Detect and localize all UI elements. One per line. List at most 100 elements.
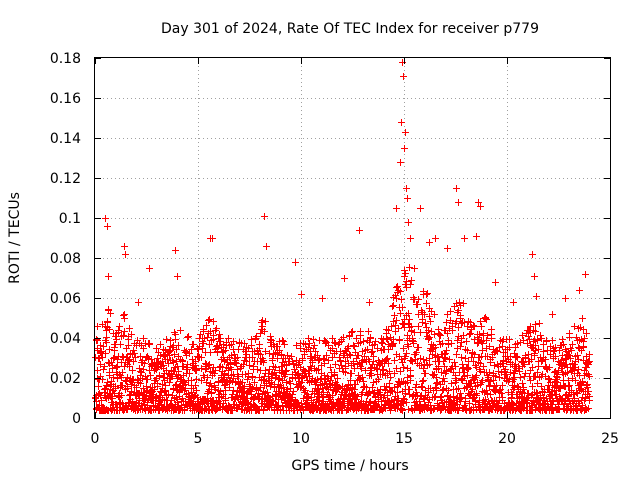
data-point [563,348,570,355]
data-point [538,358,545,365]
data-point [422,320,429,327]
data-point [477,368,484,375]
data-point [493,382,500,389]
data-point [332,340,339,347]
data-point [121,328,128,335]
data-point [484,390,491,397]
data-point [443,368,450,375]
data-point [277,406,284,413]
data-point [423,291,430,298]
peak-point [94,323,101,330]
data-point [455,324,462,331]
data-point [283,362,290,369]
data-point [536,320,543,327]
data-point [305,393,312,400]
data-point [414,301,421,308]
data-point [163,336,170,343]
data-point [506,336,513,343]
peak-point [533,293,540,300]
data-point [140,335,147,342]
y-tick-label: 0.1 [59,211,81,227]
data-point [429,351,436,358]
data-point [391,312,398,319]
data-point [405,310,412,317]
data-point [352,381,359,388]
x-tick-label: 25 [601,431,619,447]
data-point [310,336,317,343]
data-point [249,374,256,381]
data-point [573,334,580,341]
data-point [405,343,412,350]
data-point [486,382,493,389]
data-point [256,341,263,348]
data-point [393,365,400,372]
data-point [117,341,124,348]
data-point [375,376,382,383]
data-point [225,335,232,342]
data-point [241,340,248,347]
data-point [550,398,557,405]
data-point [425,327,432,334]
data-point [426,361,433,368]
data-point [230,371,237,378]
data-point [162,387,169,394]
data-point [464,366,471,373]
data-point [279,377,286,384]
data-point [360,338,367,345]
data-point [153,345,160,352]
data-point [171,351,178,358]
data-point [499,394,506,401]
data-point [403,278,410,285]
data-point [579,379,586,386]
data-point [421,311,428,318]
data-point [399,320,406,327]
data-point [452,363,459,370]
data-point [140,366,147,373]
data-point [267,383,274,390]
data-point [449,327,456,334]
data-point [108,359,115,366]
data-point [146,341,153,348]
data-point [392,328,399,335]
data-point [184,334,191,341]
data-point [522,370,529,377]
data-point [534,337,541,344]
data-point [268,337,275,344]
data-point [287,385,294,392]
data-point [185,333,192,340]
data-point [354,393,361,400]
data-point [306,340,313,347]
data-point [136,365,143,372]
x-tick-label: 15 [395,431,413,447]
data-point [419,378,426,385]
data-point [184,361,191,368]
data-point [338,362,345,369]
data-point [345,343,352,350]
data-point [480,363,487,370]
data-point [102,385,109,392]
data-point [141,360,148,367]
data-point [540,341,547,348]
data-point [466,400,473,407]
data-point [377,386,384,393]
data-point [403,399,410,406]
data-point [519,380,526,387]
data-point [217,388,224,395]
peak-point [356,227,363,234]
data-point [402,390,409,397]
y-tick-label: 0.06 [50,291,81,307]
peak-point [432,235,439,242]
data-point [446,356,453,363]
data-point [97,342,104,349]
data-point [254,366,261,373]
data-point [98,348,105,355]
data-point [206,341,213,348]
data-point [134,405,141,412]
x-tick-label: 20 [498,431,516,447]
data-point [398,296,405,303]
data-point [415,344,422,351]
data-point [545,375,552,382]
data-point [200,340,207,347]
data-point [533,389,540,396]
data-point [301,351,308,358]
